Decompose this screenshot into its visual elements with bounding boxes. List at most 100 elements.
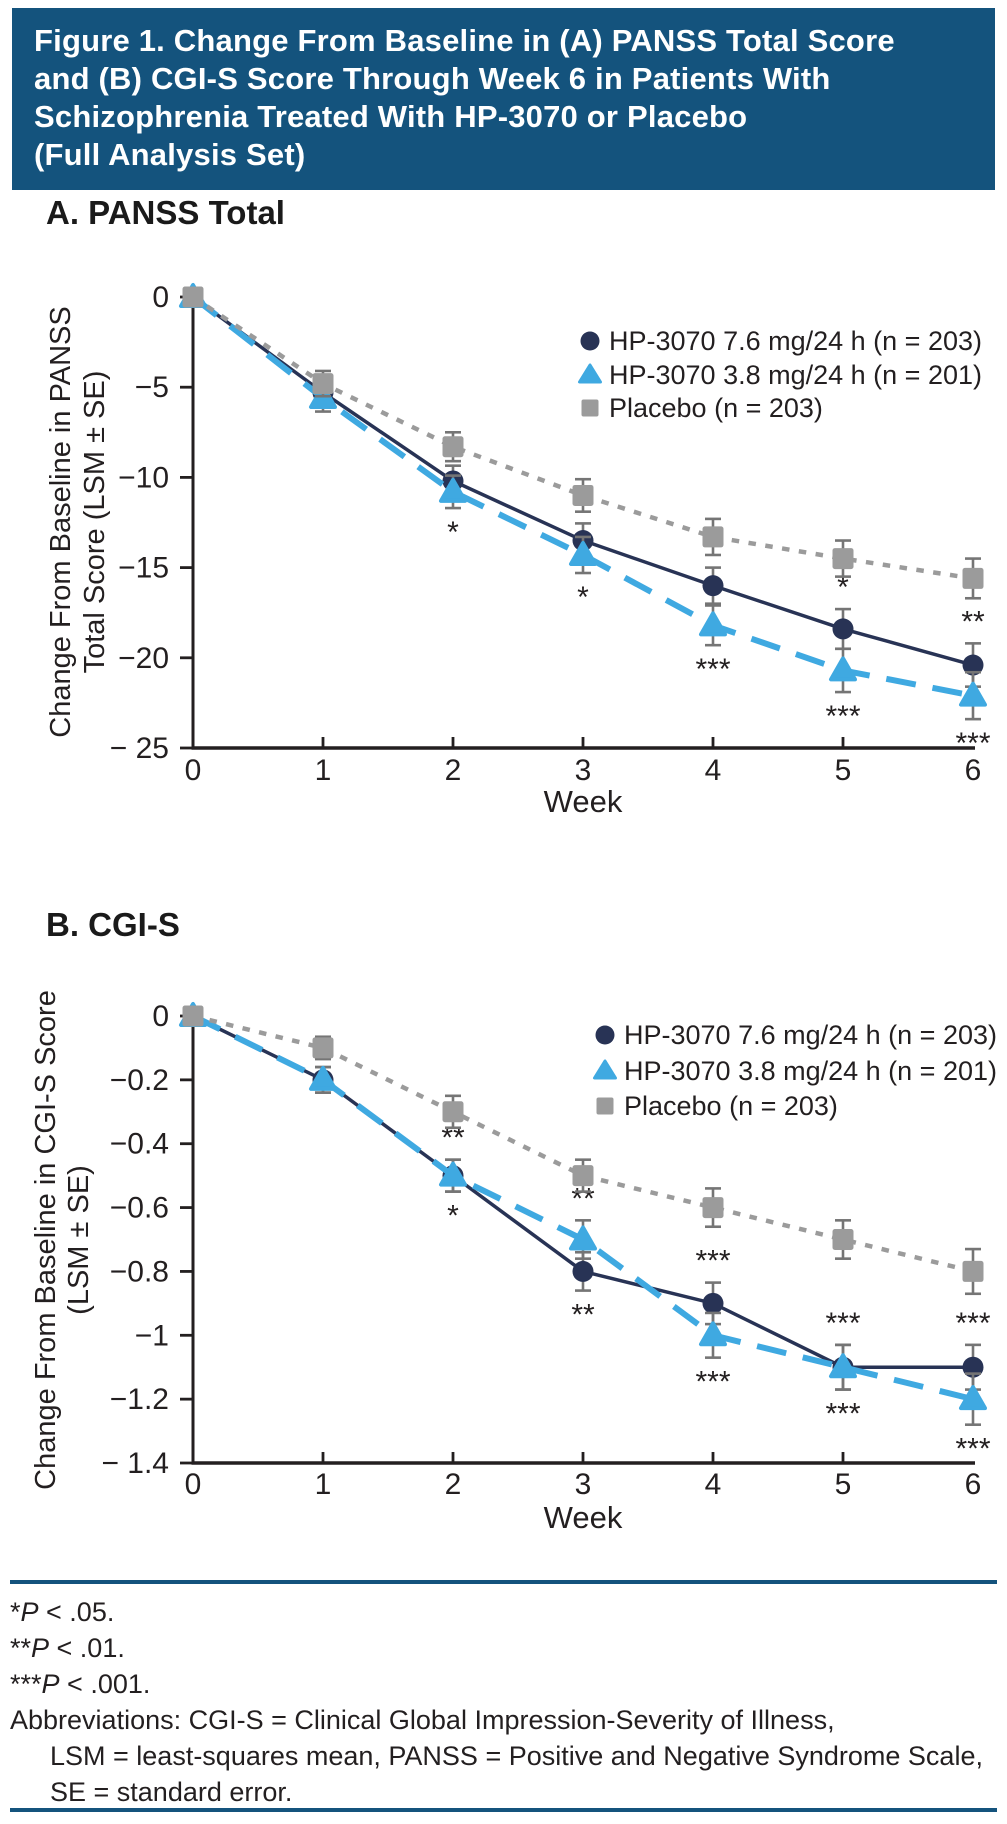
- x-tick-label: 6: [965, 754, 982, 787]
- text-line: and (B) CGI-S Score Through Week 6 in Pa…: [34, 61, 831, 96]
- y-axis-title-line: (LSM ± SE): [63, 1165, 95, 1315]
- x-axis-label: Week: [544, 784, 623, 819]
- legend-square-marker: [596, 1097, 614, 1115]
- y-tick-label: − 25: [110, 732, 169, 765]
- figure-title-banner: Figure 1. Change From Baseline in (A) PA…: [12, 8, 995, 190]
- significance-marker: **: [571, 1299, 595, 1332]
- square-marker: [182, 1005, 204, 1027]
- x-axis-label: Week: [544, 1500, 623, 1535]
- divider-line-bottom: [10, 1808, 997, 1812]
- legend-label: HP-3070 7.6 mg/24 h (n = 203): [609, 326, 982, 356]
- significance-marker: ***: [955, 727, 990, 760]
- significance-marker: **: [441, 1122, 465, 1155]
- series-square: [182, 286, 984, 600]
- x-tick-label: 4: [705, 1468, 722, 1501]
- y-axis-title-line: Change From Baseline in CGI-S Score: [30, 990, 62, 1490]
- x-tick-label: 1: [315, 754, 332, 787]
- x-tick-label: 5: [835, 754, 852, 787]
- text-line: (Full Analysis Set): [34, 137, 306, 172]
- legend-label: HP-3070 3.8 mg/24 h (n = 201): [609, 360, 982, 390]
- significance-marker: *: [837, 571, 849, 604]
- triangle-marker: [439, 1161, 467, 1187]
- significance-marker: ***: [825, 1307, 860, 1340]
- x-tick-label: 2: [445, 754, 462, 787]
- significance-marker: ***: [825, 700, 860, 733]
- circle-marker: [832, 618, 854, 640]
- circle-marker: [572, 1260, 594, 1282]
- circle-marker: [702, 575, 724, 597]
- square-marker: [962, 1260, 984, 1282]
- significance-marker: ***: [825, 1398, 860, 1431]
- series-square: [182, 1005, 984, 1296]
- significance-marker: ***: [695, 1245, 730, 1278]
- legend: HP-3070 7.6 mg/24 h (n = 203) HP-3070 3.8…: [593, 1020, 997, 1121]
- y-tick-label: −0.2: [110, 1064, 169, 1097]
- y-axis-title-line: Total Score (LSM ± SE): [79, 371, 111, 674]
- significance-marker: ***: [955, 1307, 990, 1340]
- x-tick-label: 3: [575, 754, 592, 787]
- circle-marker: [962, 654, 984, 676]
- triangle-marker: [309, 1065, 337, 1091]
- significance-note-3: ***P < .001.: [10, 1669, 151, 1699]
- text-line: Schizophrenia Treated With HP-3070 or Pl…: [34, 99, 748, 134]
- panss-total-chart: 0 −5 −10 −15 −20 − 25 0 1 2 3 4 5 6 Week Change From B…: [45, 281, 991, 819]
- y-tick-label: −5: [135, 371, 169, 404]
- square-marker: [572, 1165, 594, 1187]
- y-tick-label: 0: [152, 1000, 169, 1033]
- y-tick-label: −10: [118, 461, 169, 494]
- square-marker: [702, 526, 724, 548]
- square-marker: [962, 567, 984, 589]
- significance-note-1: *P < .05.: [10, 1597, 115, 1627]
- x-tick-label: 4: [705, 754, 722, 787]
- x-tick-label: 0: [185, 1468, 202, 1501]
- legend-square-marker: [581, 399, 599, 417]
- panel-b-title: B. CGI-S: [46, 906, 180, 943]
- divider-line-top: [10, 1580, 997, 1584]
- cgis-axes: 0 −0.2 −0.4 −0.6 −0.8 −1 −1.2 − 1.4 0 1 2 3 4 5 6 Week: [101, 1000, 981, 1535]
- y-tick-label: −0.8: [110, 1255, 169, 1288]
- y-tick-label: −15: [118, 552, 169, 585]
- triangle-marker: [699, 1321, 727, 1347]
- x-tick-label: 0: [185, 754, 202, 787]
- x-tick-label: 5: [835, 1468, 852, 1501]
- square-marker: [442, 1101, 464, 1123]
- y-tick-label: −1: [135, 1319, 169, 1352]
- legend-label: HP-3070 3.8 mg/24 h (n = 201): [624, 1056, 997, 1086]
- text-line: SE = standard error.: [50, 1777, 293, 1807]
- series-triangle: ***********: [179, 283, 991, 760]
- legend-label: Placebo (n = 203): [624, 1091, 838, 1121]
- square-marker: [312, 1037, 334, 1059]
- square-marker: [182, 286, 204, 308]
- panel-a-title: A. PANSS Total: [46, 194, 285, 231]
- abbreviations-note: Abbreviations: CGI-S = Clinical Global I…: [10, 1702, 1000, 1810]
- legend-triangle-marker: [593, 1059, 617, 1080]
- text-line: Abbreviations: CGI-S = Clinical Global I…: [10, 1705, 835, 1735]
- y-tick-label: − 1.4: [101, 1447, 169, 1480]
- text-line: Figure 1. Change From Baseline in (A) PA…: [34, 23, 895, 58]
- cgi-s-chart: 0 −0.2 −0.4 −0.6 −0.8 −1 −1.2 − 1.4 0 1 2 3 4 5 6 Week C…: [30, 990, 997, 1535]
- x-tick-label: 2: [445, 1468, 462, 1501]
- footnotes: *P < .05. **P < .01. ***P < .001. Abbrev…: [10, 1594, 1000, 1810]
- legend: HP-3070 7.6 mg/24 h (n = 203) HP-3070 3.8…: [578, 326, 982, 423]
- significance-marker: ***: [955, 1433, 990, 1466]
- significance-marker: ***: [695, 653, 730, 686]
- significance-marker: *: [577, 581, 589, 614]
- panss-axes: 0 −5 −10 −15 −20 − 25 0 1 2 3 4 5 6 Week: [110, 281, 982, 819]
- y-tick-label: −20: [118, 642, 169, 675]
- significance-marker: ***: [695, 1366, 730, 1399]
- x-tick-label: 6: [965, 1468, 982, 1501]
- triangle-marker: [829, 656, 857, 682]
- triangle-marker: [569, 1225, 597, 1251]
- legend-triangle-marker: [578, 363, 602, 384]
- triangle-marker: [829, 1353, 857, 1379]
- y-tick-label: −1.2: [110, 1383, 169, 1416]
- significance-marker: *: [447, 1200, 459, 1233]
- square-marker: [832, 548, 854, 570]
- square-marker: [312, 373, 334, 395]
- legend-circle-marker: [580, 331, 600, 351]
- y-tick-label: −0.6: [110, 1192, 169, 1225]
- square-marker: [572, 484, 594, 506]
- significance-note-2: **P < .01.: [10, 1633, 125, 1663]
- series-triangle: ************: [179, 1002, 991, 1466]
